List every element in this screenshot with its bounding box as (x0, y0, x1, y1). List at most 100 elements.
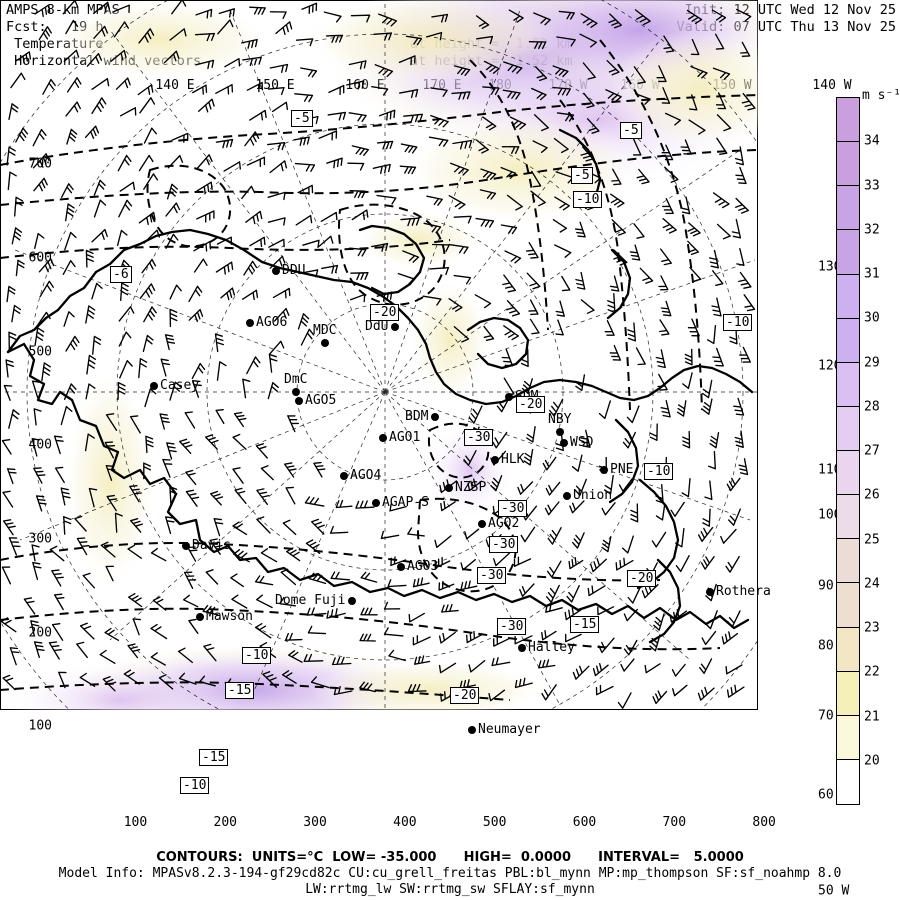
wind-barb (38, 258, 55, 273)
wind-barb (64, 231, 77, 251)
station-marker[interactable]: Casey (150, 378, 199, 393)
wind-barb (91, 97, 107, 115)
x-tick-label: 700 (662, 815, 687, 830)
wind-barb (565, 633, 582, 643)
wind-barb (31, 438, 40, 457)
wind-barb (285, 486, 296, 505)
wind-barb (728, 508, 741, 526)
wind-barb (63, 516, 72, 535)
contour-value-label: -20 (627, 570, 657, 587)
wind-barb (66, 77, 82, 93)
station-marker[interactable]: DDU (272, 263, 305, 278)
station-marker[interactable]: Halley (518, 640, 575, 655)
station-marker[interactable]: Rothera (706, 584, 771, 599)
wind-barb (195, 8, 213, 19)
colorbar-tick-label: 22 (864, 664, 880, 680)
station-marker[interactable]: DmC (284, 372, 307, 396)
wind-barb (318, 130, 338, 141)
station-marker[interactable]: NBY (548, 412, 571, 436)
wind-barb (686, 9, 703, 25)
station-marker[interactable]: AGO4 (340, 468, 381, 483)
wind-barb (242, 378, 251, 399)
station-marker[interactable]: Dome Fuji (275, 593, 357, 608)
station-marker[interactable]: AGO5 (295, 393, 336, 408)
wind-barb (574, 221, 586, 238)
wind-barb (297, 313, 310, 330)
wind-barb (609, 275, 620, 292)
wind-barb (466, 630, 483, 644)
wind-barb (144, 388, 157, 408)
wind-barb (355, 500, 375, 509)
wind-barb (143, 306, 157, 323)
wind-speed-colorbar[interactable] (836, 97, 860, 805)
wind-barb (613, 249, 628, 266)
wind-barb (663, 35, 675, 53)
x-tick-label: 200 (213, 815, 237, 830)
wind-barb (192, 380, 202, 398)
colorbar-tick-label: 21 (864, 709, 880, 724)
wind-barb (335, 499, 353, 509)
wind-barb (520, 526, 536, 543)
wind-barb (117, 154, 132, 172)
wind-barb (85, 305, 96, 324)
station-marker[interactable]: NZSP (445, 480, 486, 495)
colorbar-tick-label: 27 (864, 443, 880, 459)
wind-barb (328, 84, 345, 96)
wind-barb (79, 622, 95, 640)
station-marker[interactable]: DdU (365, 319, 400, 334)
wind-barb (452, 139, 473, 150)
wind-barb (661, 144, 674, 161)
station-marker[interactable]: HLK (491, 452, 524, 467)
wind-barb (302, 239, 320, 249)
wind-barb (664, 112, 682, 126)
wind-barb (118, 331, 132, 347)
wind-barb (568, 557, 584, 570)
station-marker[interactable]: Union (563, 488, 612, 503)
station-dot-icon (555, 428, 564, 436)
wind-barb (138, 154, 154, 172)
contour-value-label: -30 (464, 429, 494, 446)
colorbar-tick-label: 31 (864, 266, 880, 282)
wind-barb (295, 38, 314, 47)
station-marker[interactable]: AGO3 (397, 559, 438, 574)
wind-barb (346, 80, 365, 90)
wind-barb (597, 606, 615, 616)
station-marker[interactable]: PNE (600, 462, 633, 477)
wind-barb (60, 405, 73, 426)
station-marker[interactable]: Mawson (196, 609, 253, 624)
wind-barb (453, 65, 471, 76)
station-dot-icon (563, 491, 571, 500)
wind-barb (15, 127, 29, 143)
map-plot-area[interactable]: DDUAGO6MDCDdUCaseyDmCAGO5BDMSDMNBYWSDAGO… (0, 0, 771, 794)
station-label: Halley (528, 640, 575, 655)
wind-barb (246, 356, 261, 375)
y-tick-label: 600 (28, 250, 52, 266)
station-dot-icon (340, 471, 348, 480)
wind-barb (84, 125, 100, 139)
wind-barb (31, 380, 41, 398)
wind-barb (311, 518, 325, 535)
station-marker[interactable]: BDM (405, 409, 440, 424)
wind-barb (329, 525, 349, 534)
wind-barb (132, 618, 142, 636)
station-dot-icon (372, 498, 380, 507)
station-dot-icon (295, 396, 303, 405)
station-dot-icon (431, 412, 440, 421)
wind-barb (205, 569, 219, 585)
wind-barb (167, 154, 184, 169)
wind-barb (590, 558, 607, 573)
wind-barb (547, 527, 562, 545)
station-marker[interactable]: AGAP-S (372, 495, 429, 510)
wind-barb (8, 103, 19, 121)
station-marker[interactable]: Davis (182, 538, 231, 553)
station-marker[interactable]: MDC (313, 323, 336, 347)
station-marker[interactable]: AGO6 (246, 315, 287, 330)
station-marker[interactable]: AGO2 (478, 516, 519, 531)
wind-barb (139, 283, 156, 299)
wind-barb (675, 555, 690, 573)
station-marker[interactable]: AGO1 (379, 430, 420, 445)
wind-barb (743, 294, 756, 312)
contour-value-label: -10 (723, 314, 753, 331)
wind-barb (30, 620, 40, 637)
station-marker[interactable]: WSD (560, 435, 593, 450)
